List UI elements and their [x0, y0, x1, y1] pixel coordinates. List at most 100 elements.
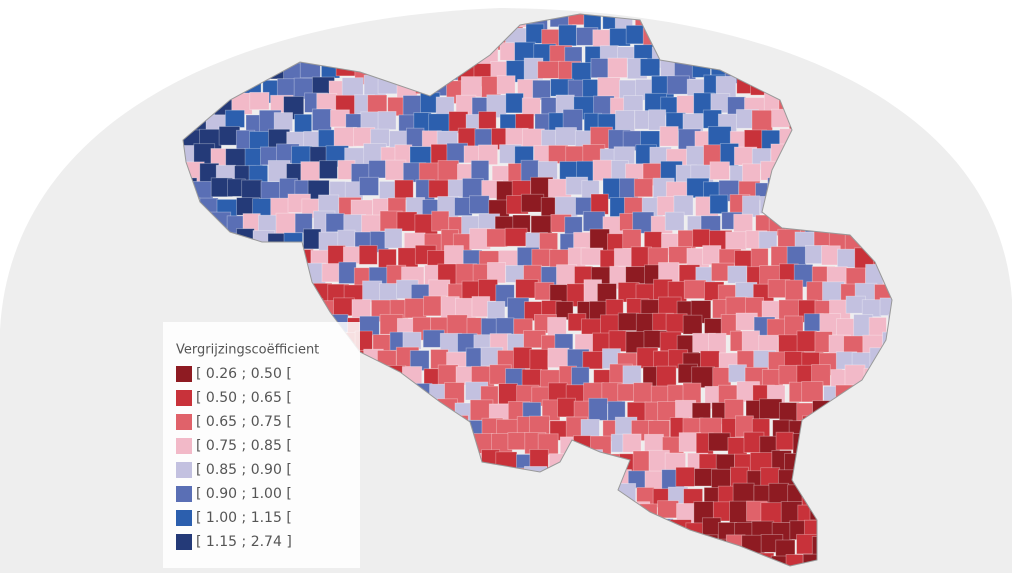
municipality: [351, 299, 372, 318]
municipality: [224, 109, 245, 128]
legend-label: [ 0.90 ; 1.00 [: [196, 486, 292, 502]
municipality: [325, 213, 345, 233]
legend-label: [ 0.65 ; 0.75 [: [196, 414, 292, 430]
municipality: [885, 14, 892, 26]
municipality: [311, 14, 331, 32]
municipality: [548, 144, 569, 164]
municipality: [666, 75, 690, 95]
municipality: [683, 279, 707, 299]
municipality: [648, 109, 667, 131]
municipality: [486, 228, 508, 248]
municipality: [712, 367, 732, 389]
municipality: [531, 248, 553, 267]
legend-title: Vergrijzingscoëfficient: [176, 343, 319, 358]
municipality: [873, 46, 892, 66]
municipality: [692, 228, 711, 248]
municipality: [819, 14, 839, 32]
municipality: [796, 330, 817, 353]
municipality: [253, 26, 273, 46]
legend-label: [ 1.15 ; 2.74 ]: [196, 534, 292, 550]
legend-swatch: [176, 414, 192, 430]
municipality: [244, 147, 263, 168]
municipality: [437, 364, 459, 385]
municipality: [377, 111, 397, 131]
municipality: [589, 228, 610, 251]
municipality: [891, 43, 892, 65]
municipality: [418, 162, 442, 183]
municipality: [362, 280, 383, 303]
municipality: [843, 27, 866, 49]
municipality: [597, 77, 621, 99]
municipality: [537, 60, 561, 79]
municipality: [183, 14, 192, 32]
municipality: [682, 314, 703, 335]
municipality: [469, 195, 490, 214]
municipality: [769, 14, 794, 32]
municipality: [750, 248, 769, 268]
municipality: [225, 148, 248, 167]
municipality: [613, 248, 634, 267]
municipality: [868, 14, 891, 34]
legend-swatch: [176, 438, 192, 454]
municipality: [292, 14, 312, 33]
legend-label: [ 0.26 ; 0.50 [: [196, 366, 292, 382]
municipality: [879, 60, 892, 82]
municipality: [676, 95, 695, 114]
municipality: [188, 46, 208, 69]
municipality: [275, 14, 299, 29]
municipality: [862, 26, 881, 45]
municipality: [761, 300, 782, 320]
municipality: [784, 279, 804, 301]
legend-swatch: [176, 390, 192, 406]
legend-swatch: [176, 534, 192, 550]
municipality: [657, 500, 680, 519]
legend: [ 0.26 ; 0.50 [ [ 0.50 ; 0.65 [ [ 0.65 ; 0…: [176, 366, 292, 550]
municipality: [900, 92, 922, 112]
legend-swatch: [176, 366, 192, 382]
municipality: [300, 161, 320, 182]
municipality: [617, 312, 639, 332]
municipality: [525, 23, 545, 44]
municipality: [582, 211, 606, 232]
municipality: [532, 79, 551, 101]
legend-label: [ 1.00 ; 1.15 [: [196, 510, 292, 526]
municipality: [333, 297, 355, 317]
legend-swatch: [176, 510, 192, 526]
municipality: [803, 14, 824, 34]
municipality: [728, 364, 747, 383]
municipality: [547, 347, 570, 369]
municipality: [702, 245, 722, 266]
municipality: [720, 14, 743, 29]
municipality: [319, 160, 338, 179]
municipality: [402, 331, 422, 350]
municipality: [338, 261, 357, 284]
municipality: [460, 76, 482, 98]
municipality: [864, 62, 887, 83]
municipality: [831, 27, 854, 51]
legend-label: [ 0.50 ; 0.65 [: [196, 390, 292, 406]
municipality: [580, 247, 604, 266]
legend-label: [ 0.85 ; 0.90 [: [196, 462, 292, 478]
municipality: [359, 176, 379, 196]
municipality: [302, 228, 322, 250]
municipality: [856, 14, 880, 34]
municipality: [582, 351, 604, 370]
municipality: [775, 431, 794, 451]
municipality: [249, 91, 270, 111]
municipality: [226, 14, 245, 33]
municipality: [709, 161, 730, 180]
municipality: [311, 108, 332, 131]
municipality: [701, 14, 723, 32]
municipality: [512, 346, 533, 369]
municipality: [428, 113, 452, 132]
municipality: [216, 27, 240, 48]
municipality: [556, 264, 578, 286]
municipality: [741, 330, 760, 352]
municipality: [431, 210, 450, 232]
municipality: [835, 42, 855, 65]
municipality: [855, 45, 874, 68]
municipality: [358, 245, 378, 265]
municipality: [504, 227, 528, 247]
municipality: [813, 25, 835, 50]
